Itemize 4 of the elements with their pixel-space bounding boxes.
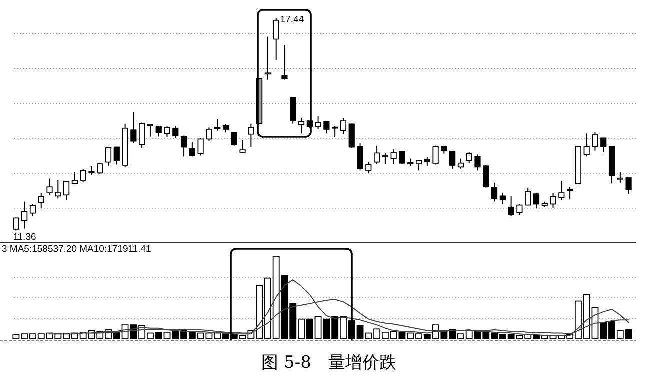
text: 11.36: [13, 232, 36, 243]
caption: 图 5-8 量增价跌: [262, 353, 396, 373]
annotation: 17.44: [280, 14, 304, 26]
chart-title: 3 MA5:158537.20 MA10:171911.41: [2, 244, 152, 255]
